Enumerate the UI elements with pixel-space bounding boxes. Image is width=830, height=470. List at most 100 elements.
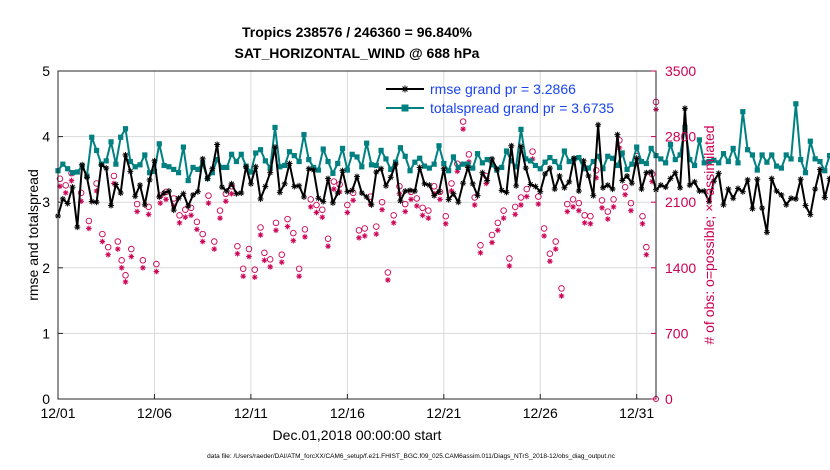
- rmse-marker: [392, 161, 399, 168]
- totalspread-marker: [441, 160, 447, 167]
- rmse-marker: [136, 182, 143, 189]
- obs-possible-marker: [373, 223, 380, 230]
- rmse-marker: [498, 187, 505, 194]
- totalspread-marker: [764, 159, 770, 165]
- obs-assimilated-marker: [176, 220, 183, 226]
- obs-assimilated-marker: [313, 209, 320, 216]
- totalspread-marker: [69, 170, 76, 176]
- obs-possible-marker: [569, 196, 577, 203]
- y-right-tick-label: 2800: [665, 129, 696, 145]
- totalspread-marker: [219, 164, 225, 171]
- x-tick-label: 12/31: [619, 405, 654, 421]
- obs-assimilated-marker: [344, 209, 351, 216]
- rmse-marker: [816, 166, 823, 173]
- rmse-marker: [141, 201, 148, 208]
- obs-assimilated-marker: [145, 211, 152, 218]
- rmse-marker: [59, 195, 66, 202]
- obs-possible-marker: [523, 185, 531, 193]
- rmse-line: [57, 107, 830, 234]
- obs-possible-marker: [199, 230, 206, 238]
- totalspread-marker: [248, 169, 254, 175]
- obs-possible-marker: [494, 219, 502, 227]
- obs-assimilated-marker: [319, 214, 326, 220]
- rmse-marker: [460, 180, 467, 187]
- obs-assimilated-marker: [296, 273, 302, 280]
- totalspread-marker: [754, 167, 760, 173]
- obs-possible-marker: [430, 183, 438, 190]
- totalspread-marker: [277, 164, 283, 170]
- rmse-marker: [281, 180, 288, 187]
- totalspread-marker: [605, 153, 611, 159]
- obs-possible-marker: [413, 195, 421, 202]
- totalspread-marker: [590, 158, 596, 165]
- rmse-marker: [469, 180, 476, 187]
- rmse-marker: [122, 151, 129, 158]
- totalspread-marker: [465, 161, 471, 167]
- y-left-tick-label: 3: [42, 194, 50, 210]
- rmse-marker: [807, 211, 814, 218]
- rmse-marker: [354, 173, 360, 180]
- obs-possible-marker: [114, 238, 122, 245]
- rmse-marker: [146, 176, 153, 183]
- totalspread-marker: [65, 166, 71, 172]
- rmse-marker: [580, 157, 587, 164]
- rmse-marker: [296, 182, 303, 189]
- obs-assimilated-marker: [512, 211, 518, 218]
- totalspread-marker: [325, 158, 331, 165]
- rmse-marker: [575, 188, 582, 195]
- totalspread-marker: [827, 153, 830, 159]
- rmse-marker: [435, 188, 442, 195]
- totalspread-marker: [224, 164, 230, 171]
- rmse-marker: [190, 191, 197, 198]
- rmse-marker: [710, 178, 717, 185]
- rmse-marker: [411, 188, 418, 195]
- obs-assimilated-marker: [128, 253, 135, 260]
- obs-assimilated-marker: [495, 227, 501, 234]
- obs-possible-marker: [506, 255, 513, 262]
- rmse-marker: [821, 194, 828, 201]
- rmse-marker: [339, 167, 346, 174]
- obs-possible-marker: [307, 196, 314, 203]
- obs-possible-marker: [564, 200, 571, 208]
- rmse-marker: [542, 170, 549, 177]
- rmse-marker: [267, 169, 274, 176]
- totalspread-marker: [108, 139, 114, 145]
- totalspread-marker: [629, 161, 635, 167]
- obs-possible-marker: [110, 172, 118, 180]
- totalspread-marker: [166, 164, 172, 170]
- x-tick-label: 12/26: [523, 405, 558, 421]
- x-tick-label: 12/11: [234, 405, 268, 421]
- rmse-marker: [788, 195, 795, 202]
- rmse-marker: [725, 186, 732, 193]
- rmse-marker: [127, 168, 134, 175]
- y-right-tick-label: 3500: [665, 63, 696, 79]
- legend-rmse-marker: [401, 85, 409, 93]
- totalspread-marker: [730, 145, 736, 152]
- rmse-marker: [305, 165, 312, 172]
- obs-possible-marker: [610, 196, 617, 203]
- obs-assimilated-marker: [134, 208, 140, 215]
- rmse-marker: [455, 199, 462, 206]
- rmse-marker: [286, 160, 293, 167]
- rmse-marker: [667, 175, 674, 182]
- totalspread-marker: [175, 170, 182, 176]
- totalspread-marker: [470, 165, 476, 171]
- totalspread-marker: [720, 151, 727, 157]
- y-axis-left-label: rmse and totalspread: [25, 169, 41, 301]
- totalspread-marker: [711, 157, 717, 163]
- obs-possible-marker: [272, 219, 280, 227]
- rmse-marker: [783, 201, 790, 208]
- rmse-marker: [662, 184, 669, 191]
- x-tick-label: 12/21: [426, 405, 461, 421]
- totalspread-marker: [624, 166, 630, 172]
- rmse-marker: [79, 161, 86, 168]
- legend-rmse-star: [401, 85, 409, 93]
- rmse-marker: [214, 141, 221, 148]
- rmse-marker: [624, 172, 631, 179]
- obs-assimilated-marker: [211, 246, 218, 252]
- rmse-marker: [185, 203, 192, 210]
- totalspread-marker: [330, 170, 336, 176]
- totalspread-marker: [296, 158, 302, 165]
- obs-assimilated-marker: [576, 207, 582, 214]
- totalspread-marker: [373, 162, 379, 169]
